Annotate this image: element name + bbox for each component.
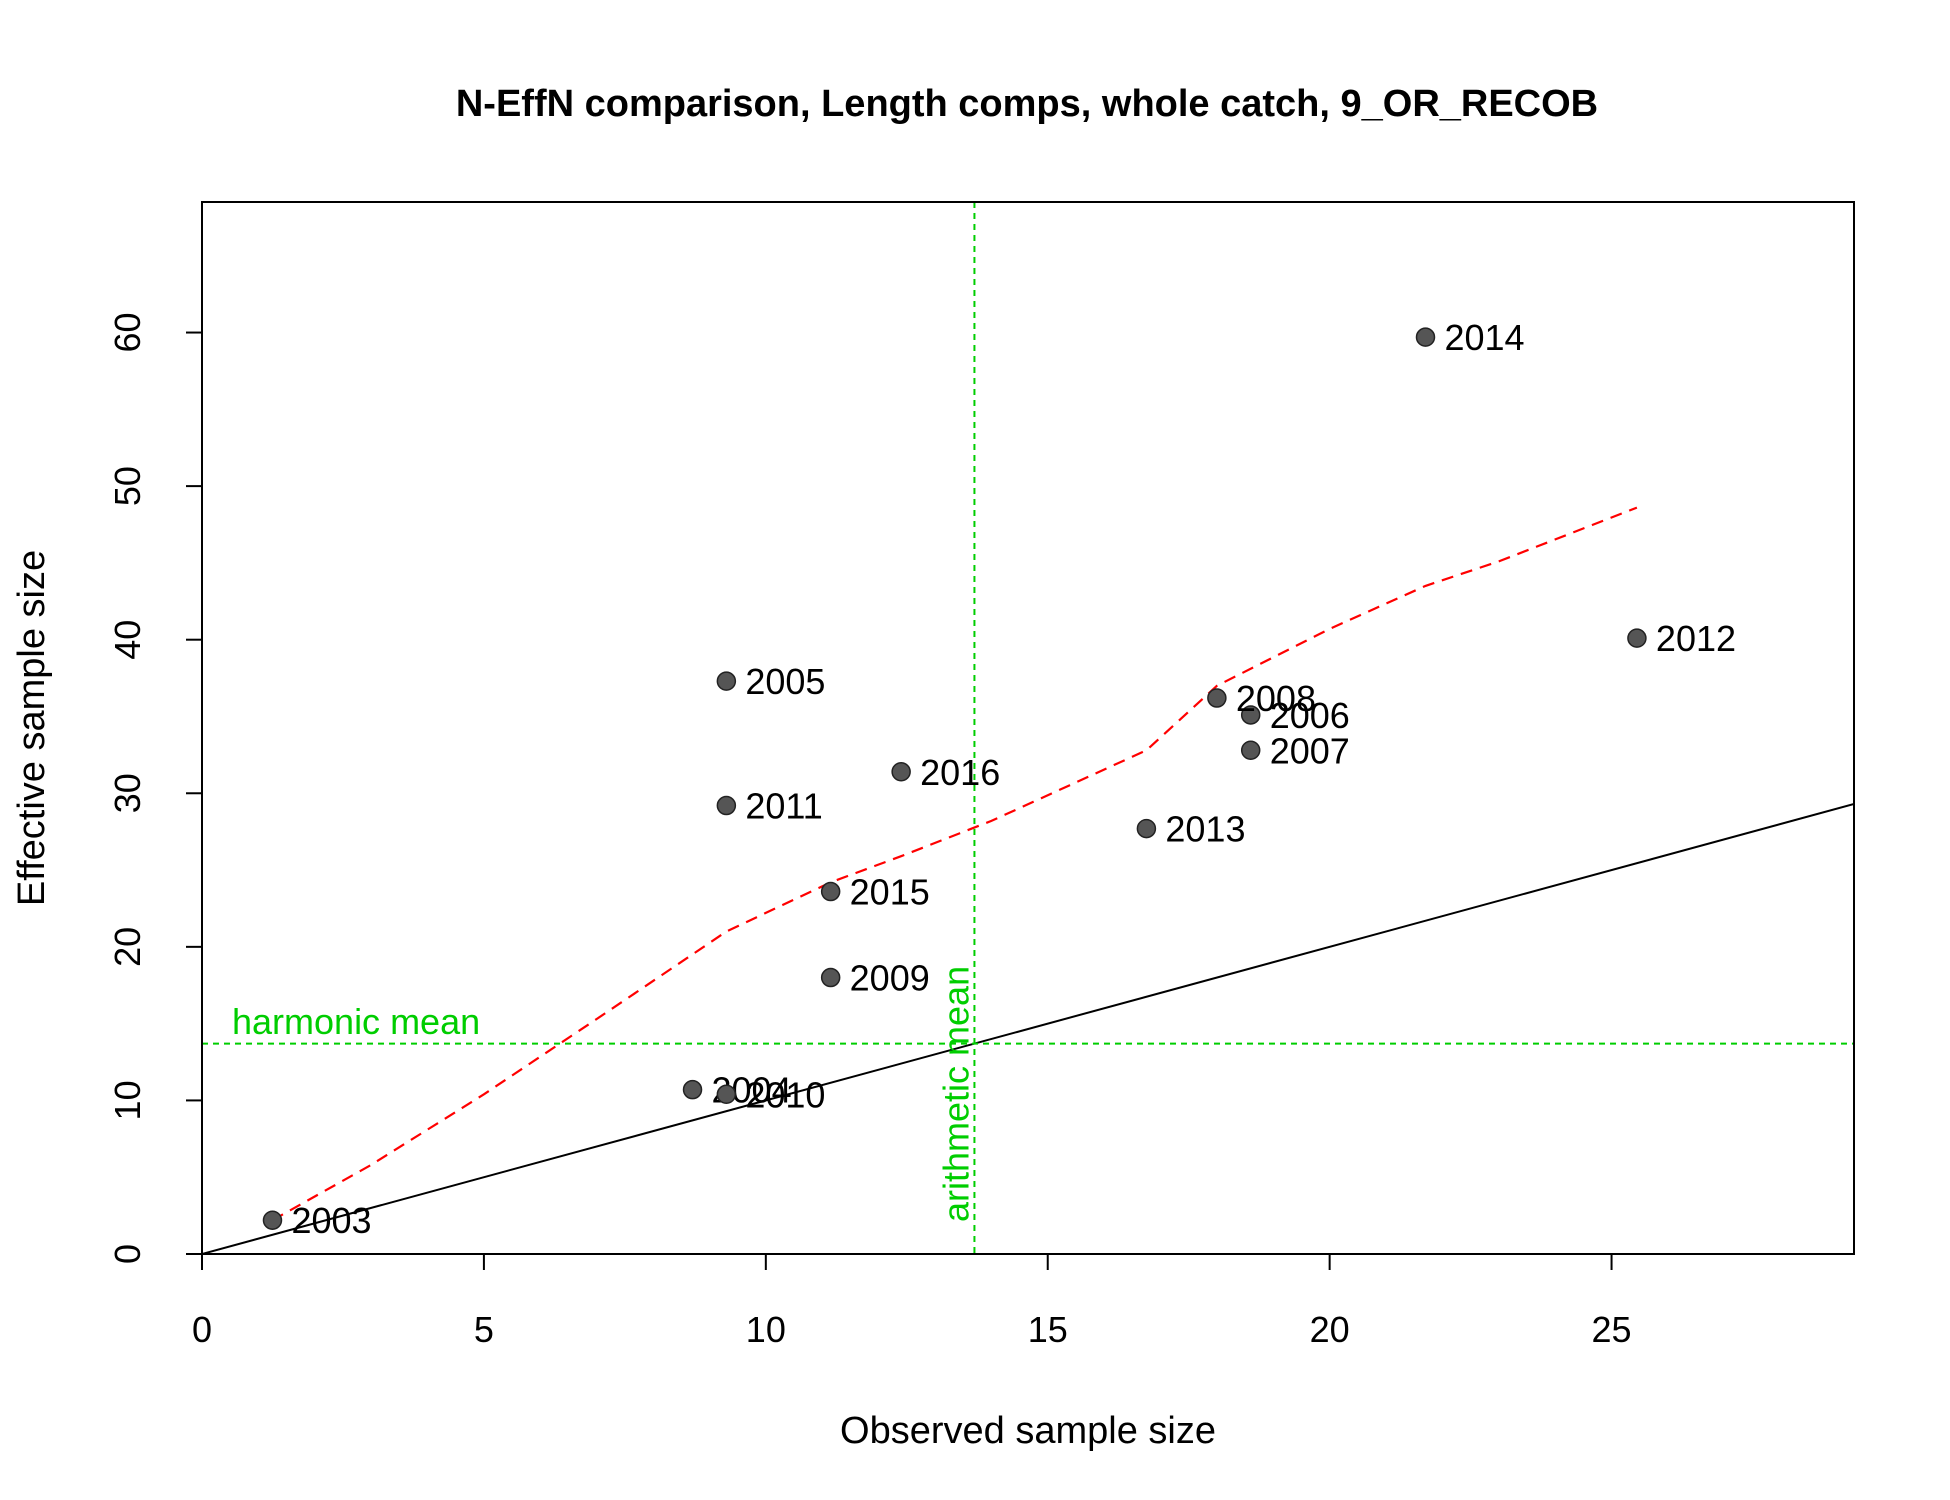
harmonic-mean-label: harmonic mean [232,1001,480,1042]
data-point [716,1084,737,1105]
x-tick-label: 10 [746,1309,786,1350]
data-point [1136,818,1157,839]
x-tick-label: 15 [1028,1309,1068,1350]
point-label: 2013 [1165,809,1245,850]
data-point [1207,688,1227,708]
x-tick-label: 5 [474,1309,494,1350]
x-tick-label: 25 [1592,1309,1632,1350]
arithmetic-mean-label: arithmetic mean [935,966,976,1222]
point-label: 2012 [1656,618,1736,659]
plot-area: 2003200420052006200720082009201020112012… [201,201,1855,1255]
y-tick-label: 60 [107,313,148,353]
data-point [1240,740,1261,761]
loess-line [271,506,1638,1222]
x-tick-label: 20 [1310,1309,1350,1350]
y-tick-label: 0 [107,1244,148,1264]
data-point [682,1079,703,1100]
y-axis-label: Effective sample size [11,550,53,906]
data-point [891,762,911,782]
point-label: 2011 [745,786,822,827]
y-tick-label: 50 [107,466,148,506]
point-label: 2006 [1270,695,1350,736]
data-point [1240,705,1261,725]
point-label: 2016 [920,752,1000,793]
data-point [820,881,841,902]
data-point [716,671,737,691]
y-tick-label: 10 [107,1080,148,1120]
x-axis-label: Observed sample size [840,1410,1216,1452]
chart-title: N-EffN comparison, Length comps, whole c… [456,83,1598,125]
y-tick-label: 30 [107,773,148,813]
plot-frame [201,201,1855,1255]
point-label: 2009 [850,958,930,999]
x-tick-label: 0 [192,1309,212,1350]
point-label: 2005 [745,661,825,702]
data-point [820,967,841,988]
x-axis: 0 5 10 15 20 25 [192,1254,1632,1350]
point-label: 2003 [291,1200,371,1241]
y-tick-label: 40 [107,620,148,660]
point-label: 2014 [1444,317,1524,358]
data-point [1627,628,1647,648]
point-label: 2008 [1236,678,1316,719]
point-label: 2007 [1270,730,1350,771]
data-point [262,1210,283,1230]
point-label: 2010 [745,1074,825,1115]
identity-line [202,803,1854,1254]
y-axis: 0 10 20 30 40 50 60 [107,313,202,1264]
y-tick-label: 20 [107,927,148,967]
data-point [716,795,737,816]
data-point [1415,327,1436,347]
points-layer: 2003200420052006200720082009201020112012… [262,317,1736,1241]
point-label: 2015 [850,872,930,913]
